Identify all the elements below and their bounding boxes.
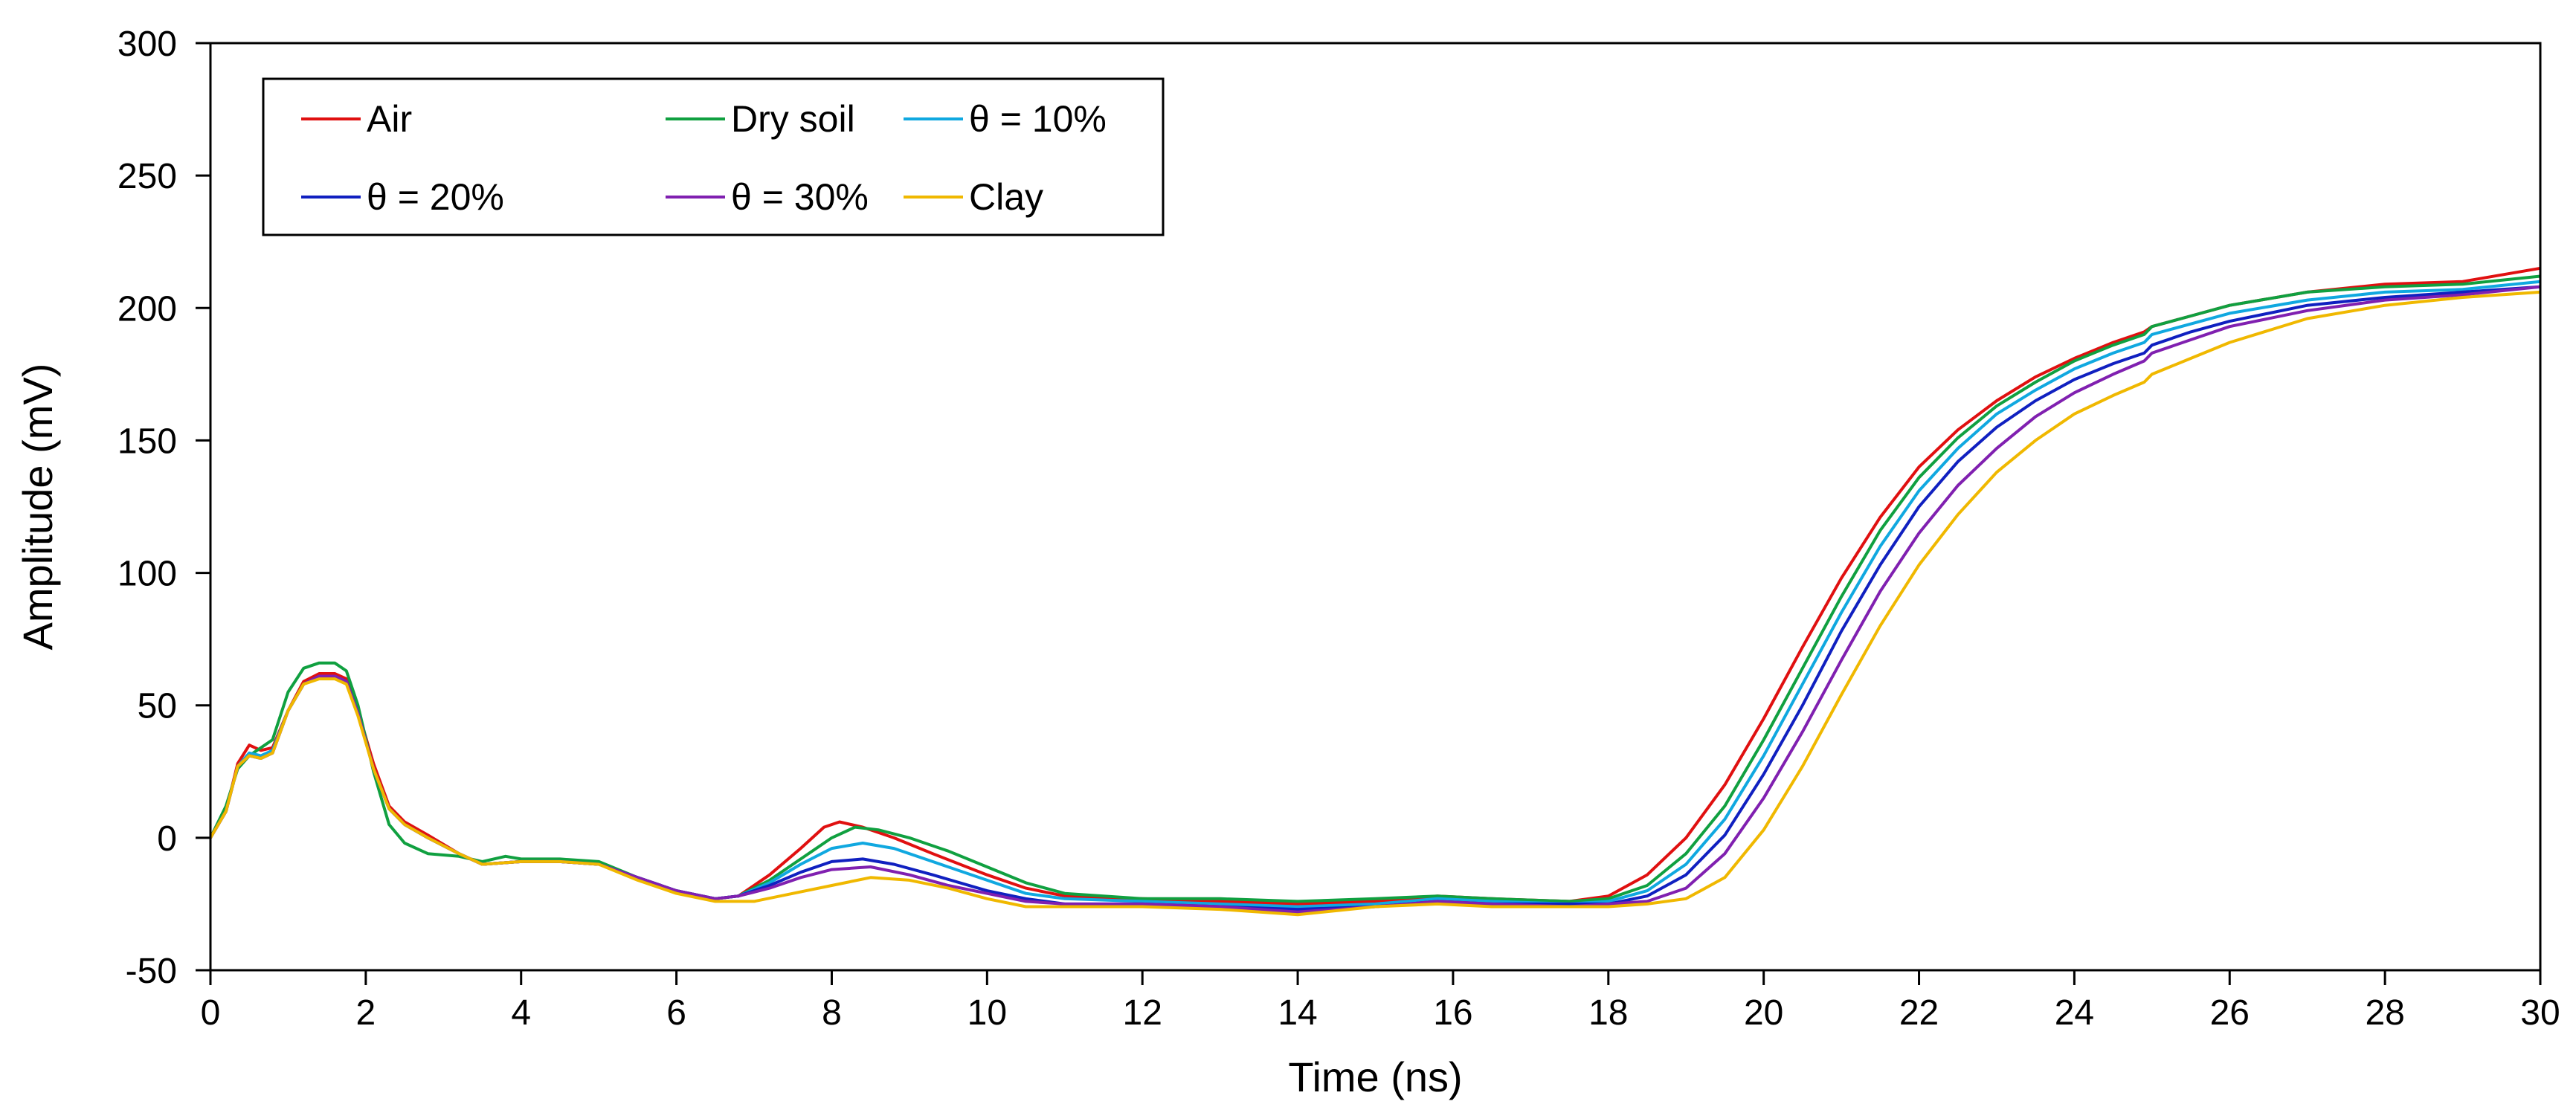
x-axis-title: Time (ns) [1288,1053,1462,1100]
x-tick-label: 2 [356,993,376,1033]
x-tick-label: 4 [511,993,531,1033]
series-line-air [209,266,2541,906]
y-axis: -50 0 50 100 150 200 250 300 [117,25,210,991]
x-tick-label: 20 [1744,993,1783,1033]
x-tick-label: 8 [822,993,842,1033]
legend-label: Clay [969,176,1043,218]
legend-label: Air [367,98,412,140]
y-tick-label: 200 [117,289,177,329]
plot-area-frame [209,42,2542,972]
x-tick-label: 14 [1278,993,1317,1033]
x-tick-label: 18 [1588,993,1628,1033]
x-tick-label: 28 [2365,993,2404,1033]
series-line-20 [209,285,2541,911]
x-tick-label: 16 [1433,993,1472,1033]
x-tick-label: 6 [666,993,686,1033]
series-line-30 [209,285,2541,914]
series-layer [209,266,2541,917]
y-tick-label: 300 [117,25,177,64]
legend-label: θ = 20% [367,176,504,218]
y-tick-label: 250 [117,157,177,196]
legend: Air Dry soil θ = 10% θ = 20% θ = 30% Clay [262,77,1165,236]
y-tick-label: 150 [117,422,177,461]
y-tick-label: 50 [138,687,177,726]
x-tick-label: 22 [1899,993,1939,1033]
y-tick-label: 100 [117,555,177,594]
x-tick-label: 10 [967,993,1007,1033]
x-tick-label: 12 [1123,993,1162,1033]
series-line-10 [209,280,2541,909]
series-line-clay [209,290,2541,917]
x-tick-label: 26 [2210,993,2250,1033]
legend-label: θ = 30% [731,176,869,218]
legend-label: θ = 10% [969,98,1107,140]
series-line-dry-soil [209,274,2541,903]
legend-label: Dry soil [731,98,855,140]
legend-box [262,77,1165,236]
y-tick-label: 0 [157,819,177,859]
x-tick-label: 24 [2055,993,2094,1033]
x-axis: 0 2 4 6 8 10 12 14 16 18 20 22 24 26 28 30 [201,970,2560,1033]
y-axis-title: Amplitude (mV) [14,364,61,651]
y-tick-label: -50 [126,952,177,991]
x-tick-label: 30 [2520,993,2560,1033]
x-tick-label: 0 [201,993,221,1033]
